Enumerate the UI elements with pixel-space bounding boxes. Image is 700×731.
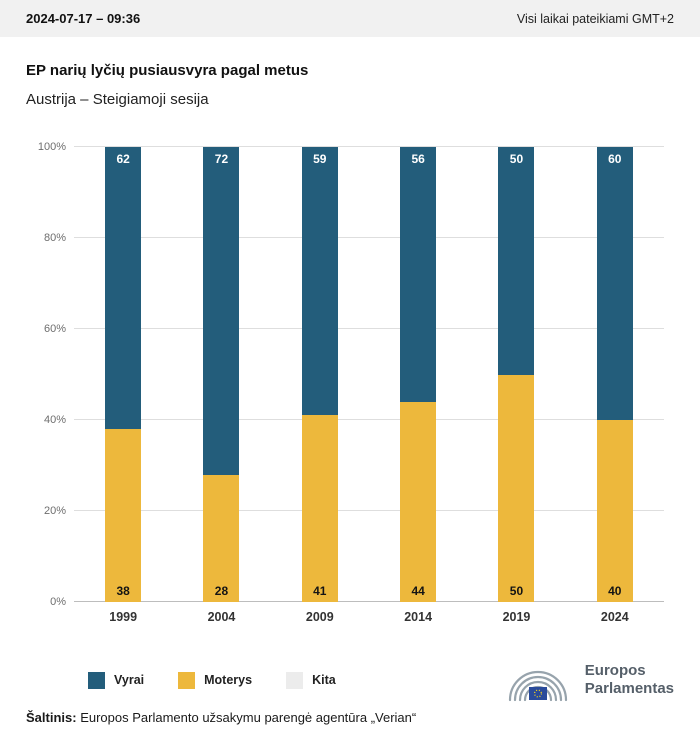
stacked-bar: 56 44 bbox=[400, 147, 437, 602]
value-label-moterys: 38 bbox=[116, 584, 130, 598]
bar-column: 50 50 bbox=[467, 147, 565, 602]
gridline bbox=[74, 601, 664, 602]
value-label-vyrai: 72 bbox=[214, 152, 229, 167]
legend-swatch bbox=[286, 671, 304, 689]
report-datetime: 2024-07-17 – 09:36 bbox=[26, 11, 141, 26]
gridline bbox=[74, 510, 664, 511]
x-tick-label: 2004 bbox=[207, 610, 236, 624]
value-label-vyrai: 59 bbox=[313, 152, 327, 167]
bar-column: 59 41 bbox=[271, 147, 369, 602]
x-axis: 1999 2004 2009 2014 2019 2024 bbox=[74, 610, 664, 624]
x-tick-label: 1999 bbox=[109, 610, 138, 624]
value-label-vyrai: 62 bbox=[116, 152, 130, 167]
y-tick-label: 40% bbox=[43, 414, 66, 426]
bar-segment-vyrai: 56 bbox=[400, 147, 437, 402]
legend-item-vyrai: Vyrai bbox=[88, 671, 145, 689]
stacked-bar-chart: 0% 20% 40% 60% 80% 100% 62 38 72 28 59 41 56 44 50 50 6… bbox=[26, 141, 674, 608]
legend-swatch bbox=[178, 671, 196, 689]
value-label-vyrai: 56 bbox=[411, 152, 425, 167]
page-title: EP narių lyčių pusiausvyra pagal metus bbox=[26, 62, 309, 79]
bar-column: 60 40 bbox=[566, 147, 664, 602]
bar-segment-moterys: 38 bbox=[105, 429, 142, 602]
plot-area: 62 38 72 28 59 41 56 44 50 50 60 40 bbox=[74, 146, 664, 602]
bar-column: 62 38 bbox=[74, 147, 172, 602]
page-subtitle: Austrija – Steigiamoji sesija bbox=[26, 91, 209, 108]
bar-column: 72 28 bbox=[172, 147, 270, 602]
value-label-moterys: 41 bbox=[313, 584, 327, 598]
hemicycle-icon bbox=[508, 670, 567, 702]
legend-label: Moterys bbox=[204, 673, 253, 687]
gridline bbox=[74, 237, 664, 238]
bar-segment-vyrai: 62 bbox=[105, 147, 142, 430]
value-label-moterys: 50 bbox=[509, 584, 524, 598]
bar-segment-vyrai: 72 bbox=[203, 147, 240, 475]
x-tick-label: 2024 bbox=[600, 610, 629, 624]
stacked-bar: 50 50 bbox=[498, 147, 535, 602]
source-line: Šaltinis: Europos Parlamento užsakymu pa… bbox=[0, 710, 700, 725]
bar-segment-moterys: 40 bbox=[596, 420, 633, 602]
legend: Vyrai Moterys Kita bbox=[88, 671, 336, 689]
legend-label: Kita bbox=[312, 673, 336, 687]
legend-item-kita: Kita bbox=[286, 671, 336, 689]
bar-column: 56 44 bbox=[369, 147, 467, 602]
legend-label: Vyrai bbox=[114, 673, 145, 687]
x-tick-label: 2009 bbox=[305, 610, 334, 624]
european-parliament-logo: Europos Parlamentas bbox=[501, 654, 674, 706]
y-tick-label: 0% bbox=[50, 596, 66, 608]
eu-flag bbox=[528, 687, 547, 700]
y-tick-label: 80% bbox=[43, 232, 66, 244]
bar-segment-vyrai: 60 bbox=[596, 147, 633, 420]
stacked-bar: 60 40 bbox=[596, 147, 633, 602]
y-axis: 0% 20% 40% 60% 80% 100% bbox=[26, 141, 74, 608]
y-tick-label: 100% bbox=[37, 141, 66, 153]
chart-footer: Vyrai Moterys Kita Europos Parlamentas bbox=[0, 654, 700, 706]
y-tick-label: 60% bbox=[43, 323, 66, 335]
legend-item-moterys: Moterys bbox=[178, 671, 253, 689]
timezone-note: Visi laikai pateikiami GMT+2 bbox=[516, 11, 674, 26]
bar-segment-moterys: 28 bbox=[203, 474, 240, 602]
bars-row: 62 38 72 28 59 41 56 44 50 50 60 40 bbox=[74, 147, 664, 602]
source-label: Šaltinis: bbox=[26, 710, 77, 725]
stacked-bar: 72 28 bbox=[203, 147, 240, 602]
x-tick-label: 2019 bbox=[502, 610, 531, 624]
x-tick-label: 2014 bbox=[404, 610, 433, 624]
top-bar: 2024-07-17 – 09:36 Visi laikai pateikiam… bbox=[0, 0, 700, 37]
logo-line2: Parlamentas bbox=[584, 680, 674, 697]
bar-segment-vyrai: 50 bbox=[498, 147, 535, 375]
gridline bbox=[74, 328, 664, 329]
source-text: Europos Parlamento užsakymu parengė agen… bbox=[76, 710, 417, 725]
logo-line1: Europos bbox=[584, 662, 646, 679]
stacked-bar: 59 41 bbox=[301, 147, 338, 602]
bar-segment-vyrai: 59 bbox=[301, 147, 338, 416]
value-label-moterys: 40 bbox=[608, 584, 622, 598]
y-tick-label: 20% bbox=[43, 505, 66, 517]
bar-segment-moterys: 50 bbox=[498, 374, 535, 602]
value-label-moterys: 44 bbox=[411, 584, 425, 598]
value-label-vyrai: 50 bbox=[509, 152, 524, 166]
logo-text: Europos Parlamentas bbox=[585, 662, 674, 698]
value-label-vyrai: 60 bbox=[608, 152, 622, 166]
bar-segment-moterys: 44 bbox=[400, 401, 437, 602]
stacked-bar: 62 38 bbox=[105, 147, 142, 602]
gridline bbox=[74, 419, 664, 420]
bar-segment-moterys: 41 bbox=[301, 415, 338, 602]
legend-swatch bbox=[88, 671, 105, 689]
gridline bbox=[74, 146, 664, 147]
value-label-moterys: 28 bbox=[214, 584, 229, 598]
